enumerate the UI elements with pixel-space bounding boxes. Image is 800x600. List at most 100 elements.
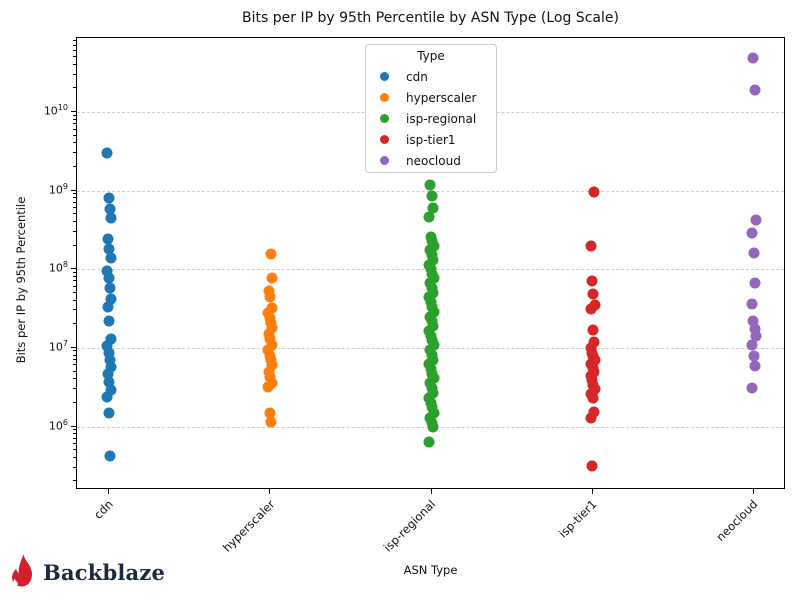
y-minor-tick — [73, 142, 76, 144]
data-point-cdn — [104, 354, 116, 366]
x-tick-label-isp-tier1: isp-tier1 — [556, 497, 600, 541]
data-point-isp-regional — [426, 190, 437, 202]
y-minor-tick — [73, 230, 76, 232]
data-point-neocloud — [748, 350, 760, 362]
y-minor-tick — [73, 350, 76, 352]
data-point-hyperscaler — [265, 248, 277, 260]
data-point-cdn — [105, 252, 117, 264]
data-point-isp-tier1 — [586, 460, 598, 472]
data-point-neocloud — [746, 382, 758, 394]
data-point-neocloud — [749, 360, 761, 372]
y-minor-tick — [73, 275, 76, 277]
data-point-isp-tier1 — [587, 324, 599, 336]
data-point-isp-regional — [424, 412, 436, 424]
data-point-neocloud — [750, 214, 762, 226]
y-major-tick — [71, 268, 76, 270]
data-point-neocloud — [749, 277, 761, 289]
y-minor-tick — [73, 456, 76, 458]
y-minor-tick — [73, 87, 76, 89]
data-point-cdn — [101, 391, 113, 403]
data-point-hyperscaler — [262, 381, 274, 393]
legend-label: isp-regional — [406, 111, 477, 126]
data-point-isp-tier1 — [587, 392, 599, 404]
data-point-hyperscaler — [264, 291, 276, 303]
data-point-isp-tier1 — [587, 288, 599, 300]
data-point-neocloud — [749, 323, 760, 335]
y-tick-label-1e9: 109 — [48, 181, 68, 197]
legend-label: cdn — [406, 69, 428, 84]
y-axis-label: Bits per IP by 95th Percentile — [14, 196, 28, 364]
y-tick-label-1e8: 108 — [48, 260, 68, 275]
legend: Type cdn hyperscaler isp-regional isp-tier1… — [365, 44, 497, 173]
data-point-neocloud — [747, 52, 759, 64]
y-minor-tick — [73, 354, 76, 356]
data-point-isp-regional — [423, 325, 435, 337]
legend-item-isp-tier1: isp-tier1 — [366, 129, 496, 150]
data-point-cdn — [103, 347, 114, 359]
data-point-cdn — [101, 147, 113, 159]
data-point-isp-regional — [427, 421, 439, 433]
legend-swatch-isp-tier1 — [380, 135, 389, 144]
flame-icon — [12, 554, 32, 587]
y-minor-tick — [73, 44, 76, 46]
data-point-isp-tier1 — [588, 406, 600, 418]
y-minor-tick — [73, 323, 76, 325]
x-tick-label-hyperscaler: hyperscaler — [219, 497, 278, 555]
y-major-tick — [71, 111, 76, 113]
y-minor-tick — [73, 285, 76, 287]
data-point-isp-regional — [427, 387, 439, 399]
y-minor-tick — [73, 378, 76, 380]
data-point-neocloud — [748, 247, 760, 259]
y-major-tick — [71, 425, 76, 427]
y-minor-tick — [73, 193, 76, 195]
data-point-isp-tier1 — [588, 336, 600, 348]
x-tick-label-neocloud: neocloud — [713, 497, 761, 545]
data-point-neocloud — [746, 298, 758, 310]
data-point-neocloud — [750, 330, 762, 342]
data-point-hyperscaler — [266, 322, 278, 334]
data-point-isp-tier1 — [586, 275, 598, 286]
data-point-cdn — [105, 384, 117, 396]
y-minor-tick — [73, 466, 76, 468]
data-point-hyperscaler — [264, 333, 276, 345]
data-point-cdn — [105, 293, 117, 305]
y-minor-tick — [73, 114, 76, 116]
legend-item-isp-regional: isp-regional — [366, 108, 496, 129]
y-tick-label-1e7: 107 — [48, 338, 68, 354]
y-minor-tick — [73, 40, 76, 42]
data-point-cdn — [103, 407, 114, 419]
y-minor-tick — [73, 63, 76, 65]
y-minor-tick — [73, 437, 76, 439]
y-minor-tick — [73, 480, 76, 482]
data-point-isp-regional — [424, 179, 436, 191]
x-tick-isp-tier1 — [591, 489, 593, 494]
data-point-isp-regional — [423, 436, 435, 448]
data-point-cdn — [103, 315, 115, 327]
y-minor-tick — [73, 56, 76, 58]
data-point-cdn — [105, 361, 117, 373]
legend-title: Type — [417, 49, 445, 63]
data-point-isp-tier1 — [585, 412, 596, 424]
y-minor-tick — [73, 370, 76, 372]
y-minor-tick — [73, 442, 76, 444]
chart-title: Bits per IP by 95th Percentile by ASN Ty… — [242, 10, 619, 26]
data-point-cdn — [105, 212, 117, 224]
legend-swatch-neocloud — [380, 156, 389, 165]
data-point-neocloud — [746, 339, 758, 351]
logo-wordmark: Backblaze — [43, 559, 166, 585]
y-minor-tick — [73, 123, 76, 125]
data-point-hyperscaler — [266, 359, 278, 371]
x-tick-isp-regional — [430, 489, 432, 494]
x-tick-label-isp-regional: isp-regional — [380, 497, 439, 555]
legend-rows: cdn hyperscaler isp-regional isp-tier1 neocl… — [366, 66, 496, 171]
y-minor-tick — [73, 201, 76, 203]
data-point-neocloud — [749, 84, 760, 96]
legend-item-cdn: cdn — [366, 66, 496, 87]
data-point-cdn — [102, 301, 114, 313]
legend-swatch-hyperscaler — [380, 93, 389, 102]
data-point-cdn — [102, 368, 114, 380]
y-minor-tick — [73, 49, 76, 51]
data-point-hyperscaler — [262, 344, 274, 356]
data-point-isp-tier1 — [585, 240, 596, 252]
